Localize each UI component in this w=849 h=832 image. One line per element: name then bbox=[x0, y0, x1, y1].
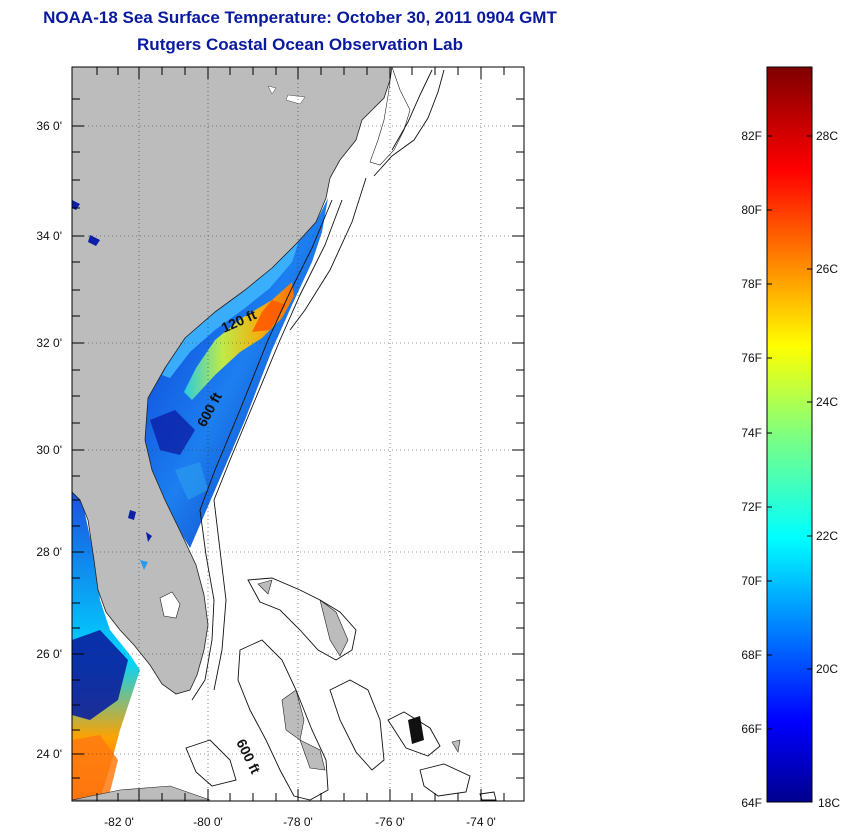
lon-label-82: -82 0' bbox=[104, 815, 134, 829]
lat-label-32: 32 0' bbox=[36, 336, 62, 350]
colorbar-f-label-82: 82F bbox=[741, 129, 762, 143]
longitude-labels: -82 0' -80 0' -78 0' -76 0' -74 0' bbox=[104, 815, 496, 829]
lat-label-24: 24 0' bbox=[36, 747, 62, 761]
lon-label-78: -78 0' bbox=[283, 815, 313, 829]
sst-swath-southwest bbox=[72, 490, 140, 800]
colorbar-c-label-22: 22C bbox=[816, 529, 838, 543]
lat-label-26: 26 0' bbox=[36, 647, 62, 661]
axis-ticks bbox=[72, 67, 524, 801]
colorbar-f-label-76: 76F bbox=[741, 351, 762, 365]
lon-label-76: -76 0' bbox=[375, 815, 405, 829]
map-title: NOAA-18 Sea Surface Temperature: October… bbox=[43, 8, 557, 27]
lat-label-34: 34 0' bbox=[36, 229, 62, 243]
lat-label-30: 30 0' bbox=[36, 443, 62, 457]
lon-label-80: -80 0' bbox=[193, 815, 223, 829]
colorbar-f-label-66: 66F bbox=[741, 722, 762, 736]
colorbar-f-label-70: 70F bbox=[741, 574, 762, 588]
colorbar-f-label-68: 68F bbox=[741, 648, 762, 662]
colorbar-c-label-20: 20C bbox=[816, 662, 838, 676]
colorbar-c-label-26: 26C bbox=[816, 262, 838, 276]
map-subtitle: Rutgers Coastal Ocean Observation Lab bbox=[137, 35, 463, 54]
colorbar: 82F 80F 78F 76F 74F 72F 70F 68F 66F 64F … bbox=[741, 66, 840, 810]
bathymetry-contours bbox=[185, 69, 497, 801]
colorbar-c-label-18: 18C bbox=[818, 796, 840, 810]
colorbar-f-label-72: 72F bbox=[741, 500, 762, 514]
colorbar-gradient bbox=[766, 66, 813, 803]
lat-label-36: 36 0' bbox=[36, 119, 62, 133]
map-panel: 120 ft 600 ft 600 ft bbox=[72, 67, 524, 801]
colorbar-f-label-78: 78F bbox=[741, 277, 762, 291]
colorbar-f-label-80: 80F bbox=[741, 203, 762, 217]
colorbar-f-label-74: 74F bbox=[741, 426, 762, 440]
graticule bbox=[72, 67, 524, 801]
colorbar-c-label-28: 28C bbox=[816, 129, 838, 143]
latitude-labels: 36 0' 34 0' 32 0' 30 0' 28 0' 26 0' 24 0… bbox=[36, 119, 62, 761]
colorbar-f-label-64: 64F bbox=[741, 796, 762, 810]
lat-label-28: 28 0' bbox=[36, 545, 62, 559]
colorbar-c-label-24: 24C bbox=[816, 395, 838, 409]
lon-label-74: -74 0' bbox=[466, 815, 496, 829]
